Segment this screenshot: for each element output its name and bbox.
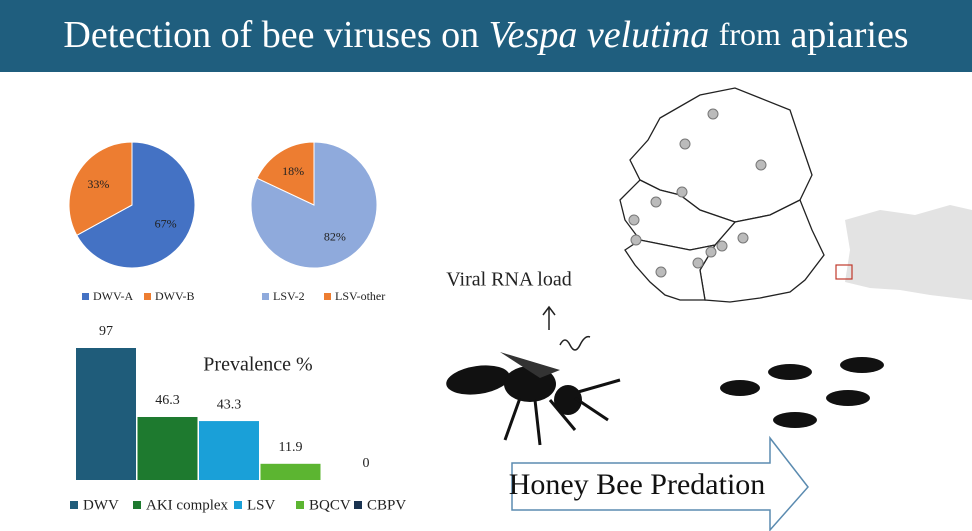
rna-strand <box>559 335 591 351</box>
wing <box>500 352 560 378</box>
legend-swatch <box>354 501 362 509</box>
legend-label: CBPV <box>367 497 406 513</box>
abdomen <box>446 365 510 395</box>
legend-label: LSV <box>247 497 276 513</box>
legend-label: LSV-other <box>335 289 385 303</box>
bar-value-label: 97 <box>99 324 113 339</box>
bar <box>260 463 321 480</box>
title-part: from <box>719 16 781 52</box>
title-species: Vespa velutina <box>489 14 710 56</box>
legend-label: DWV <box>83 497 119 513</box>
title-part: apiaries <box>790 14 908 56</box>
legend-swatch <box>324 293 331 300</box>
pie-slice <box>68 141 133 237</box>
slice-label: 82% <box>324 230 346 244</box>
europe-map <box>845 205 972 300</box>
hornet <box>446 352 621 446</box>
up-arrow <box>542 305 556 330</box>
bar <box>76 348 136 480</box>
bee <box>773 412 817 428</box>
legend-label: DWV-B <box>155 289 195 303</box>
location-box <box>835 264 853 280</box>
site <box>737 232 749 244</box>
bar-value-label: 11.9 <box>279 440 303 455</box>
legend-label: LSV-2 <box>273 289 305 303</box>
legs <box>503 378 621 446</box>
slice-label: 33% <box>87 177 109 191</box>
legend-label: BQCV <box>309 497 351 513</box>
site <box>716 240 728 252</box>
predation-arrow <box>511 435 809 531</box>
site <box>628 214 640 226</box>
legend-swatch <box>144 293 151 300</box>
bar <box>137 416 198 480</box>
predation-label: Honey Bee Predation <box>509 468 766 501</box>
site <box>707 108 719 120</box>
region-map <box>619 87 825 303</box>
pie-slice <box>76 141 196 269</box>
legend-swatch <box>296 501 304 509</box>
site <box>705 246 717 258</box>
bar-value-label: 0 <box>363 456 370 471</box>
legend-label: DWV-A <box>93 289 134 303</box>
site <box>630 234 642 246</box>
slice-label: 67% <box>155 217 177 231</box>
bees <box>720 357 884 428</box>
province <box>624 239 717 301</box>
site <box>692 257 704 269</box>
site <box>755 159 767 171</box>
head <box>554 385 582 415</box>
site <box>676 186 688 198</box>
legend-swatch <box>262 293 269 300</box>
site <box>655 266 667 278</box>
header-band <box>0 0 972 72</box>
site <box>650 196 662 208</box>
legend-swatch <box>234 501 242 509</box>
pie-slice <box>256 141 315 206</box>
legend-swatch <box>70 501 78 509</box>
bar-value-label: 46.3 <box>155 393 180 408</box>
legend-swatch <box>133 501 141 509</box>
legend-label: AKI complex <box>146 497 229 513</box>
bar <box>199 421 259 480</box>
bee <box>720 380 760 396</box>
header-title: Detection of bee viruses on Vespa veluti… <box>63 14 908 56</box>
site <box>679 138 691 150</box>
bee <box>768 364 812 380</box>
apiary-sites <box>628 108 767 278</box>
slice-label: 18% <box>282 164 304 178</box>
title-part: Detection of bee viruses on <box>63 14 479 56</box>
bee <box>840 357 884 373</box>
bee <box>826 390 870 406</box>
charts: 67% DWV-A 33% DWV-B 82% LSV-2 18% LSV-other Prev… <box>68 141 406 513</box>
bar-value-label: 43.3 <box>217 397 242 412</box>
rna-label: Viral RNA load <box>446 269 571 291</box>
legend-swatch <box>82 293 89 300</box>
bar-chart-title: Prevalence % <box>203 354 312 376</box>
